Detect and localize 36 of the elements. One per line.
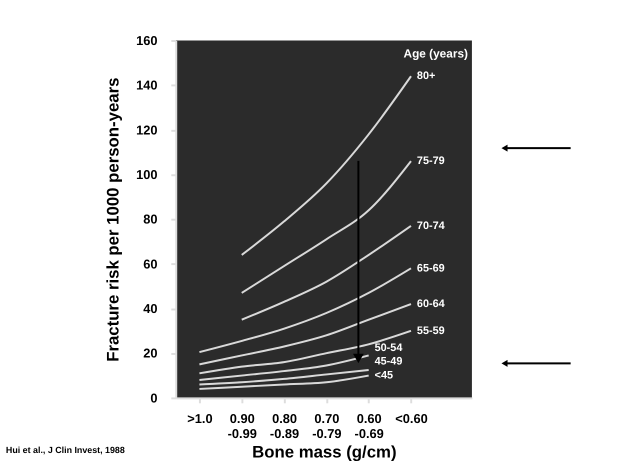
series-label: <45 (374, 370, 394, 382)
series-label: 55-59 (416, 324, 445, 337)
y-tick-label: 80 (143, 212, 158, 227)
y-tick-label: 140 (136, 78, 158, 93)
y-tick-label: 60 (143, 256, 158, 272)
line-series (240, 160, 412, 294)
series-label: 80+ (416, 70, 436, 82)
y-axis-title: Fracture risk per 1000 person-years (103, 78, 122, 362)
line-series (198, 354, 370, 382)
x-tick-label: 0.80 -0.89 (270, 411, 300, 441)
x-tick-label: <0.60 (395, 411, 428, 426)
line-series (240, 75, 412, 256)
series-label: 70-74 (416, 220, 445, 232)
y-tick-label: 40 (143, 300, 158, 316)
series-label: 50-54 (374, 342, 402, 354)
x-tick-label: >1.0 (187, 411, 213, 426)
series-label: 65-69 (416, 262, 445, 274)
x-tick-label: 0.60 -0.69 (354, 411, 384, 441)
y-tick-label: 160 (136, 32, 158, 48)
line-series (198, 267, 412, 354)
text: Hui et al., J Clin Invest, 1988 (6, 445, 125, 456)
y-tick-label: 0 (150, 390, 158, 406)
line-series (198, 303, 412, 366)
x-axis-title: Bone mass (g/cm) (252, 442, 397, 462)
y-tick-label: 120 (136, 122, 158, 138)
series-label: 45-49 (374, 356, 402, 368)
y-tick-label: 100 (136, 166, 158, 182)
x-tick-label: 0.90 -0.99 (228, 411, 257, 441)
x-tick-label: 0.70 -0.79 (312, 411, 342, 441)
line-series (198, 368, 370, 386)
line-series (198, 374, 370, 390)
series-label: 60-64 (416, 298, 445, 310)
line-series (240, 224, 412, 321)
y-tick-label: 20 (143, 346, 158, 361)
series-label: 75-79 (416, 155, 445, 168)
legend-title: Age (years) (404, 46, 468, 60)
